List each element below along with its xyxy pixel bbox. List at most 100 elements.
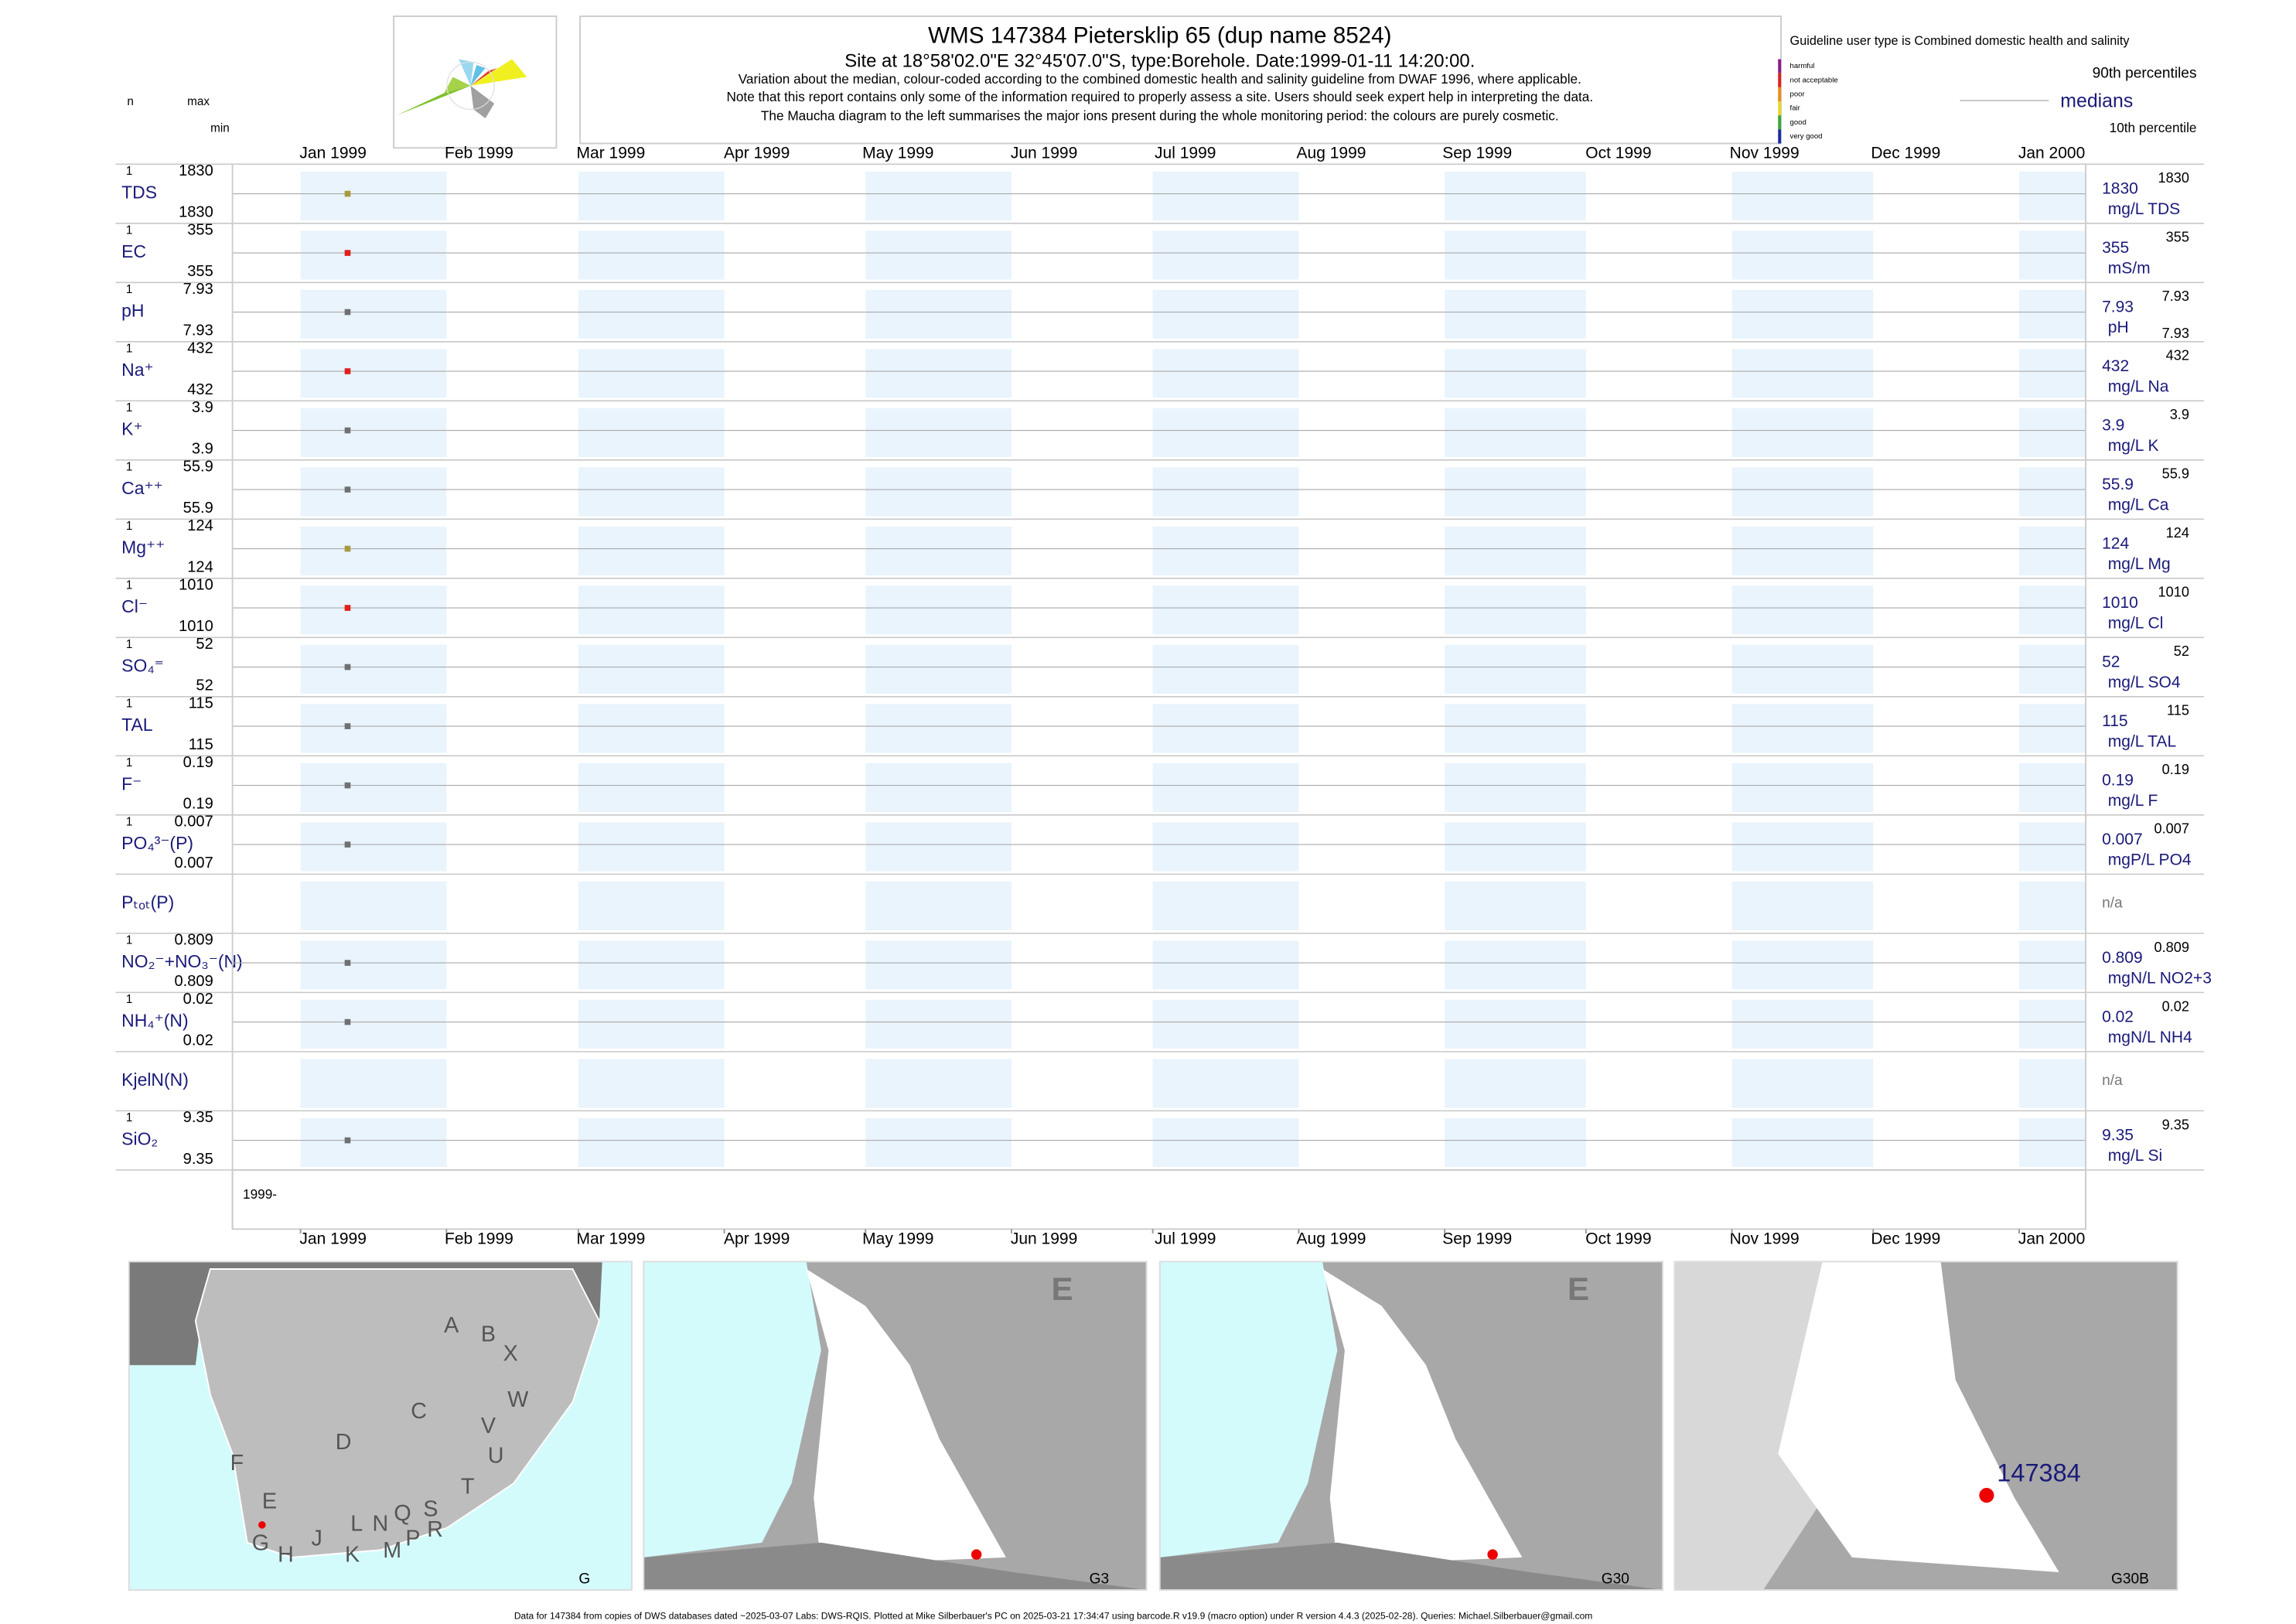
sample-point (344, 605, 351, 611)
maucha-sector (470, 65, 486, 86)
month-label: Apr 1999 (724, 144, 790, 162)
p90-value: 0.007 (2154, 821, 2189, 837)
month-band (1445, 1117, 1586, 1168)
month-band (578, 1059, 725, 1108)
month-band (1445, 289, 1586, 339)
month-band (2019, 230, 2086, 280)
n-label: 1 (126, 520, 133, 533)
unit-label: mg/L TAL (2108, 733, 2176, 751)
p90-value: 9.35 (2162, 1117, 2189, 1132)
month-band (2019, 585, 2086, 635)
month-band (1152, 467, 1299, 517)
month-band (865, 1117, 1012, 1168)
sample-point (344, 1137, 351, 1144)
p90-value: 55.9 (2162, 466, 2189, 482)
month-band (300, 999, 447, 1049)
month-band (865, 585, 1012, 635)
footer: Data for 147384 from copies of DWS datab… (514, 1611, 1593, 1622)
month-band (300, 349, 447, 398)
maucha-diagram (396, 59, 527, 119)
guideline-class: not acceptable (1790, 76, 1838, 84)
min-label: 0.19 (183, 796, 213, 813)
n-label: 1 (126, 1111, 133, 1124)
month-band (578, 999, 725, 1049)
medians-label: medians (2060, 90, 2133, 112)
region-label: A (444, 1313, 459, 1338)
median-value: 1010 (2102, 594, 2138, 612)
land (194, 1268, 600, 1558)
row-label: K⁺ (121, 419, 142, 439)
unit-label: mg/L Si (2108, 1147, 2162, 1165)
month-band (300, 467, 447, 517)
min-label: 7.93 (183, 322, 213, 339)
min-label: 0.809 (175, 973, 213, 990)
median-value: 124 (2102, 534, 2129, 552)
sample-point (344, 190, 351, 197)
month-band (1731, 881, 1874, 931)
median-value: 55.9 (2102, 476, 2134, 493)
month-label: Apr 1999 (724, 1230, 790, 1247)
month-band (578, 940, 725, 990)
median-value: 355 (2102, 239, 2129, 257)
median-value: 3.9 (2102, 416, 2124, 434)
p90-label: 90th percentiles (2093, 66, 2197, 82)
month-band (1445, 585, 1586, 635)
month-label: May 1999 (862, 144, 933, 162)
maucha-sector (444, 77, 471, 94)
median-value: 0.007 (2102, 831, 2143, 848)
unit-label: mg/L Na (2108, 378, 2169, 396)
guideline-class: fair (1790, 104, 1801, 113)
month-band (300, 585, 447, 635)
region-label: K (345, 1543, 360, 1568)
month-band (300, 171, 447, 220)
month-label: Feb 1999 (445, 144, 513, 162)
max-label: 0.007 (175, 814, 213, 831)
month-band (2019, 526, 2086, 575)
sample-point (344, 250, 351, 256)
subtitle: Site at 18°58'02.0"E 32°45'07.0"S, type:… (844, 51, 1475, 72)
month-label: Oct 1999 (1585, 1230, 1651, 1247)
month-band (300, 1059, 447, 1108)
map-caption: G (578, 1571, 590, 1588)
median-value: 52 (2102, 653, 2120, 670)
guideline-text: Guideline user type is Combined domestic… (1790, 34, 2131, 48)
guideline-class: very good (1790, 132, 1823, 141)
maucha-sector (396, 85, 471, 116)
month-band (1731, 1059, 1874, 1108)
sample-point (344, 723, 351, 729)
guideline-class: poor (1790, 90, 1806, 98)
site-dot (971, 1549, 982, 1560)
row-label: NH₄⁺(N) (121, 1011, 188, 1031)
month-band (1731, 644, 1874, 694)
month-band (2019, 822, 2086, 872)
n-label: 1 (126, 697, 133, 710)
month-label: Jun 1999 (1011, 144, 1077, 162)
note: The Maucha diagram to the left summarise… (761, 108, 1559, 124)
region-label: J (311, 1527, 322, 1551)
month-band (1731, 940, 1874, 990)
month-band (578, 1117, 725, 1168)
row-label: PO₄³⁻(P) (121, 833, 193, 853)
month-band (578, 822, 725, 872)
month-band (1731, 171, 1874, 220)
row-label: Ca⁺⁺ (121, 478, 163, 498)
min-label: 9.35 (183, 1151, 213, 1168)
row-label: Mg⁺⁺ (121, 537, 165, 558)
row-label: TAL (121, 715, 152, 735)
month-band (2019, 349, 2086, 398)
unit-label: mg/L K (2108, 437, 2159, 455)
month-band (1445, 467, 1586, 517)
row-label: Cl⁻ (121, 596, 148, 616)
month-band (1731, 526, 1874, 575)
month-band (1731, 1117, 1874, 1168)
month-label: Nov 1999 (1730, 144, 1800, 162)
maucha-box (393, 15, 558, 149)
median-value: 115 (2102, 712, 2128, 730)
month-band (1445, 940, 1586, 990)
n-label: 1 (126, 165, 133, 178)
sample-point (344, 486, 351, 493)
guideline-color (1778, 129, 1782, 144)
n-label: 1 (126, 638, 133, 651)
region-label: M (383, 1538, 401, 1563)
min-label: 0.02 (183, 1032, 213, 1049)
